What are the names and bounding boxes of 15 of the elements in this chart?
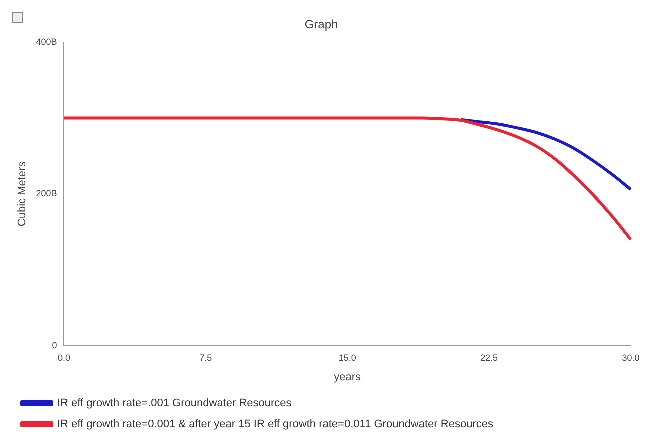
- x-tick-label: 7.5: [200, 352, 212, 363]
- legend-label: IR eff growth rate=0.001 & after year 15 IR eff growth rate=0.011 Groundwater Resources: [58, 418, 494, 431]
- y-tick-label: 0: [52, 340, 58, 350]
- x-tick-label: 22.5: [480, 352, 498, 363]
- chart-title: Graph: [304, 18, 338, 32]
- x-tick-label: 15.0: [338, 352, 356, 363]
- y-tick-label: 400B: [36, 36, 58, 47]
- legend-label: IR eff growth rate=.001 Groundwater Resources: [58, 398, 292, 410]
- y-axis-title: Cubic Meters: [16, 161, 29, 227]
- x-tick-label: 0.0: [58, 352, 70, 363]
- x-tick-label: 30.0: [622, 352, 640, 363]
- line-series: [459, 118, 631, 192]
- x-axis-title: years: [334, 371, 362, 384]
- line-series: [64, 116, 631, 242]
- y-tick-label: 200B: [36, 188, 58, 199]
